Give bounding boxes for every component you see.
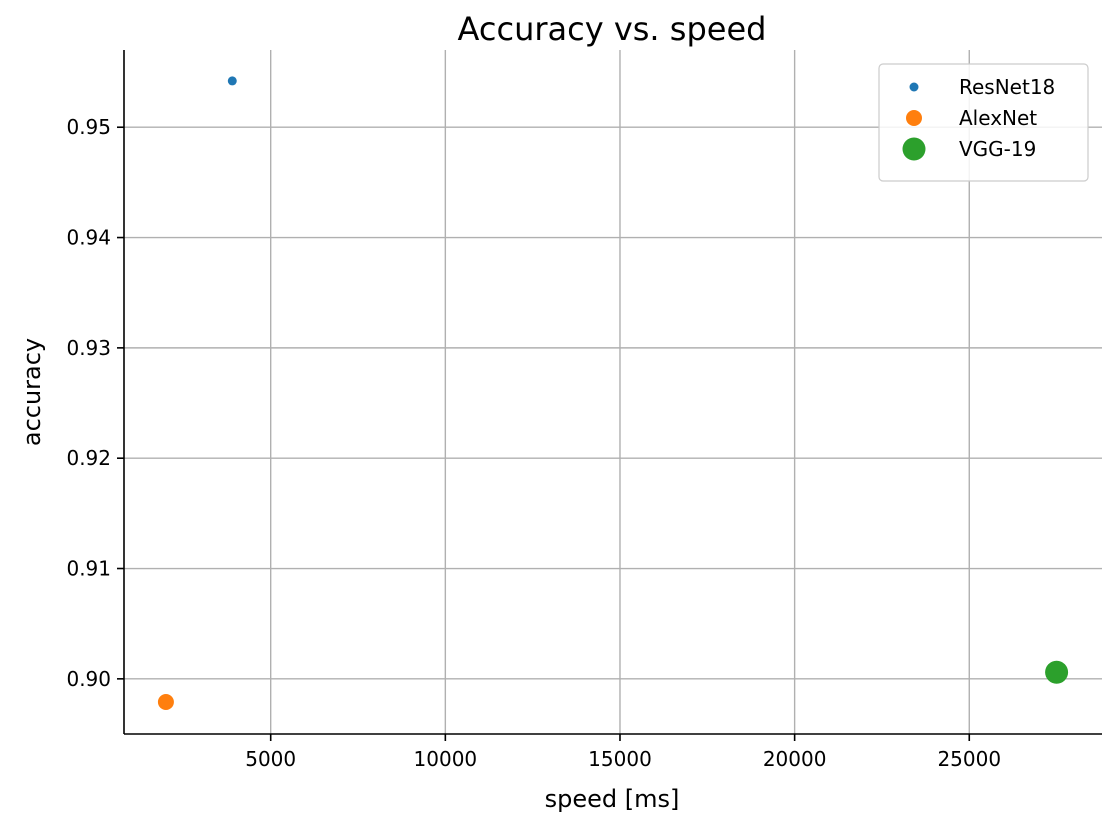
y-axis-label: accuracy xyxy=(18,338,46,446)
x-tick-label: 15000 xyxy=(588,747,652,771)
ticks: 5000 10000 15000 20000 25000 0.90 0.91 0.92 0.93… xyxy=(66,115,1001,771)
data-points xyxy=(157,76,1069,711)
legend-marker xyxy=(909,82,919,92)
legend-label: VGG-19 xyxy=(959,137,1036,161)
grid xyxy=(124,50,1102,734)
legend: ResNet18 AlexNet VGG-19 xyxy=(878,63,1089,182)
data-point-alexnet xyxy=(157,694,174,711)
y-tick-label: 0.93 xyxy=(66,336,111,360)
legend-marker xyxy=(902,137,926,161)
x-axis-label: speed [ms] xyxy=(545,785,680,813)
legend-label: ResNet18 xyxy=(959,75,1055,99)
data-point-resnet18 xyxy=(227,76,237,86)
legend-frame xyxy=(878,63,1089,182)
data-point-vgg-19 xyxy=(1045,660,1069,684)
chart-title: Accuracy vs. speed xyxy=(458,10,767,48)
y-tick-label: 0.90 xyxy=(66,667,111,691)
x-tick-label: 5000 xyxy=(245,747,296,771)
y-tick-label: 0.94 xyxy=(66,226,111,250)
legend-marker xyxy=(906,110,922,126)
x-tick-label: 25000 xyxy=(937,747,1001,771)
y-tick-label: 0.91 xyxy=(66,557,111,581)
y-tick-label: 0.92 xyxy=(66,446,111,470)
x-tick-label: 10000 xyxy=(414,747,478,771)
y-tick-label: 0.95 xyxy=(66,115,111,139)
x-tick-label: 20000 xyxy=(763,747,827,771)
legend-label: AlexNet xyxy=(959,106,1037,130)
